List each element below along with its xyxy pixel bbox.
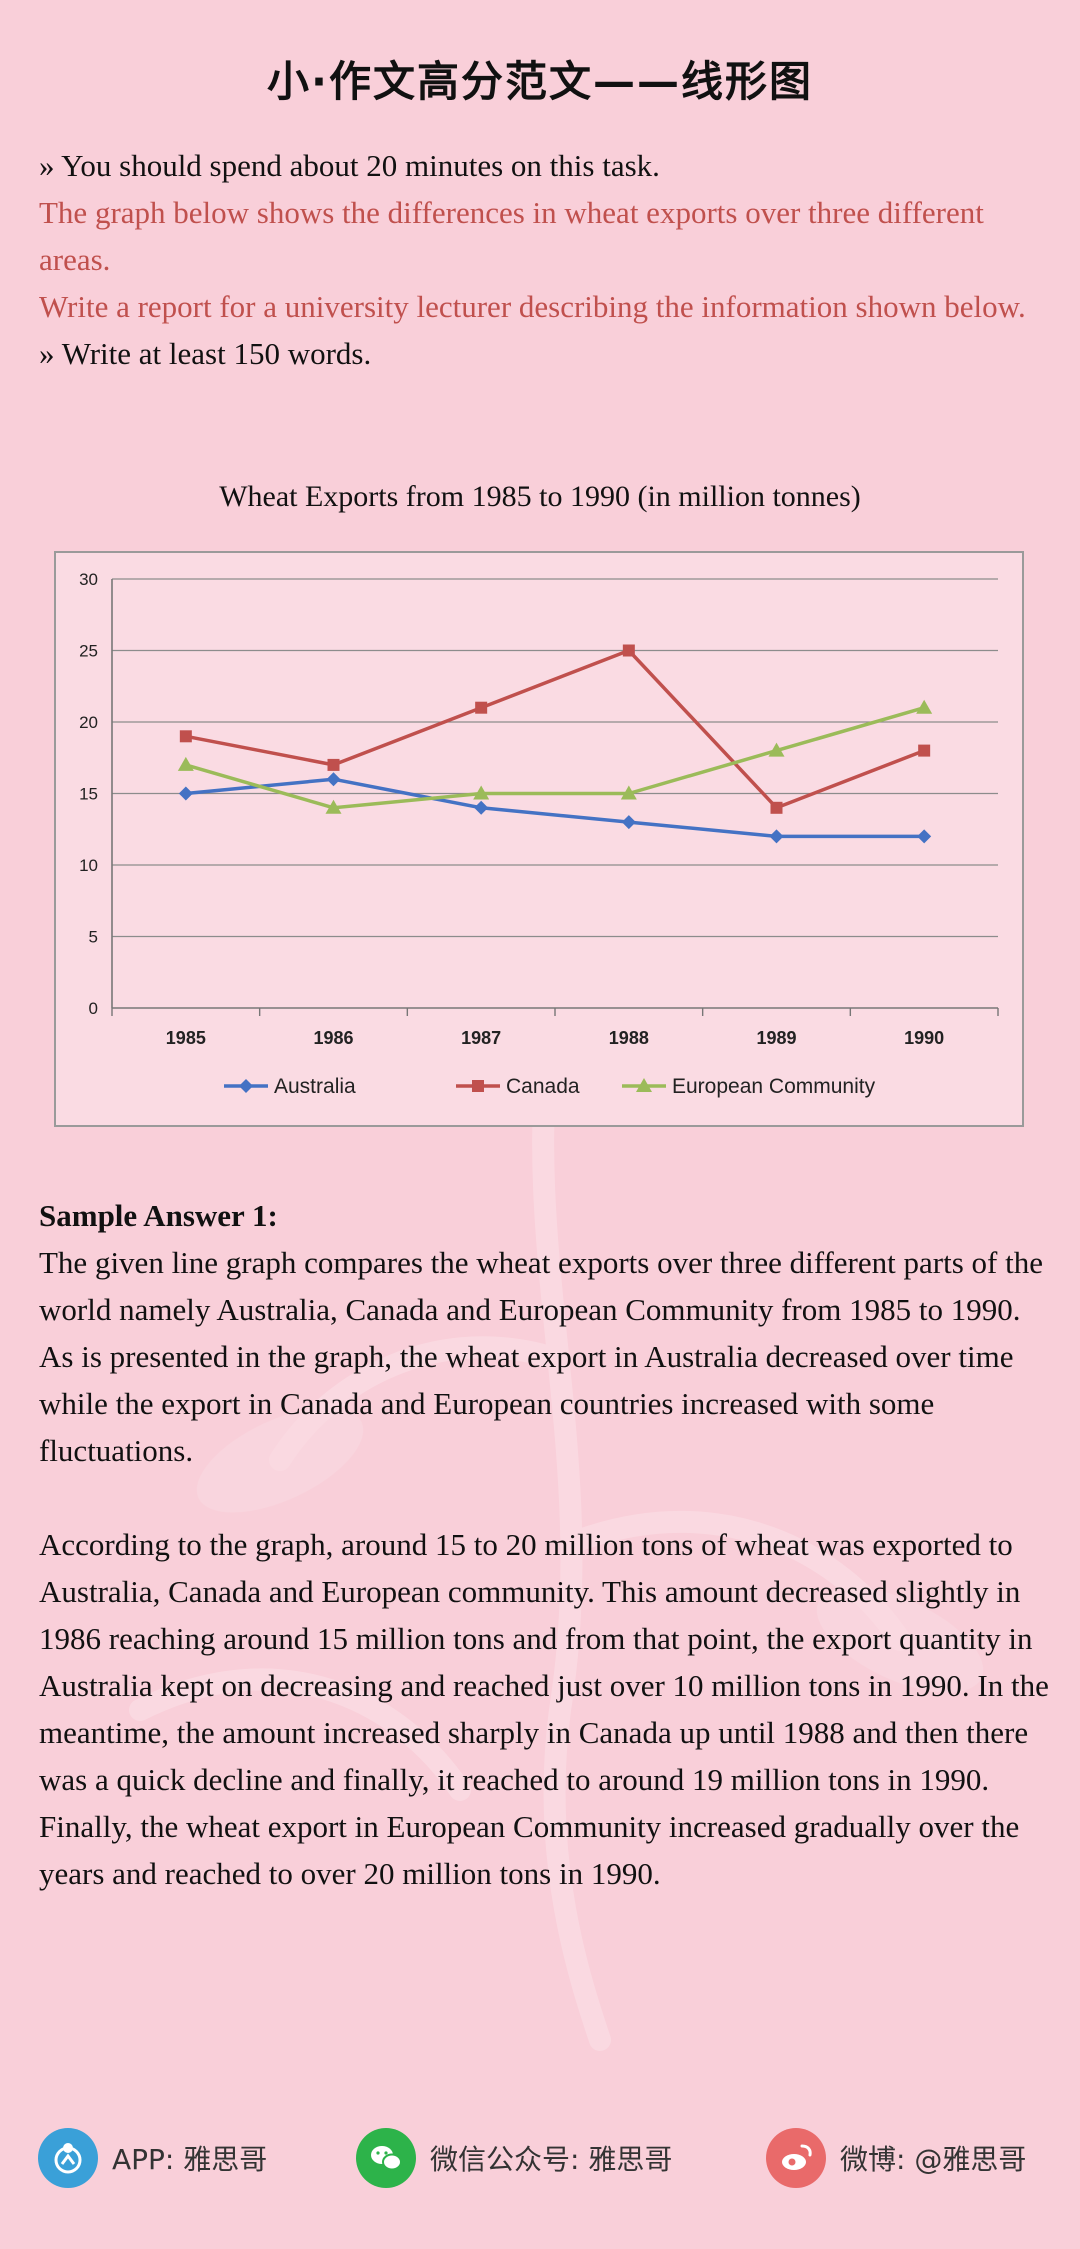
data-point-australia (769, 829, 784, 844)
x-tick-label: 1989 (756, 1028, 796, 1048)
data-point-canada (179, 730, 192, 743)
data-point-australia (621, 815, 636, 830)
data-point-european-community (325, 799, 342, 814)
legend-marker-canada (472, 1080, 484, 1092)
chart-title: Wheat Exports from 1985 to 1990 (in mill… (219, 480, 861, 513)
y-tick-label: 25 (79, 642, 98, 661)
task-description: The graph below shows the differences in… (39, 195, 984, 277)
data-point-european-community (177, 756, 194, 771)
answer-heading: Sample Answer 1: (39, 1198, 278, 1233)
wechat-icon (356, 2128, 416, 2188)
word-count-instruction: » Write at least 150 words. (39, 336, 372, 371)
answer-paragraph-2: According to the graph, around 15 to 20 … (39, 1527, 1049, 1891)
series-line-european-community (185, 706, 925, 810)
time-instruction: » You should spend about 20 minutes on t… (39, 148, 660, 183)
data-point-australia (178, 786, 193, 801)
legend-marker-australia (239, 1079, 253, 1093)
data-point-canada (770, 801, 783, 814)
chart-canvas: 0 5 10 15 20 25 30 1985 1986 1987 1988 1989 1990 Aust… (79, 570, 999, 1098)
x-tick-label: 1987 (461, 1028, 501, 1048)
x-tick-label: 1990 (904, 1028, 944, 1048)
answer-paragraph-1: The given line graph compares the wheat … (39, 1245, 1043, 1468)
data-point-canada (622, 644, 635, 657)
data-point-canada (918, 744, 931, 757)
y-tick-label: 30 (79, 570, 98, 589)
footer-app[interactable]: APP: 雅思哥 (38, 2126, 267, 2190)
task-instruction: Write a report for a university lecturer… (39, 289, 1026, 324)
y-tick-label: 10 (79, 856, 98, 875)
data-point-european-community (620, 785, 637, 800)
series-line-canada (185, 648, 925, 810)
data-point-european-community (473, 785, 490, 800)
data-point-australia (326, 772, 341, 787)
y-tick-label: 15 (79, 785, 98, 804)
legend-label-canada: Canada (506, 1075, 580, 1098)
y-tick-label: 20 (79, 713, 98, 732)
data-point-canada (475, 701, 488, 714)
task-prompt: » You should spend about 20 minutes on t… (39, 142, 1049, 377)
legend-label-european-community: European Community (672, 1075, 876, 1098)
footer: APP: 雅思哥 微信公众号: 雅思哥 微博: @雅思哥 (0, 2126, 1080, 2196)
series-line-australia (185, 777, 925, 839)
legend-label-australia: Australia (274, 1075, 356, 1098)
weibo-icon (766, 2128, 826, 2188)
footer-weibo[interactable]: 微博: @雅思哥 (766, 2126, 1026, 2190)
footer-wechat[interactable]: 微信公众号: 雅思哥 (356, 2126, 672, 2190)
app-logo-icon (38, 2128, 98, 2188)
sample-answer: Sample Answer 1: The given line graph co… (39, 1192, 1049, 1897)
data-point-canada (327, 758, 340, 771)
page-title: 小·作文高分范文——线形图 (267, 57, 813, 106)
data-point-european-community (768, 742, 785, 757)
footer-wechat-label: 微信公众号: 雅思哥 (430, 2143, 673, 2176)
data-point-european-community (916, 699, 933, 714)
line-chart: 0 5 10 15 20 25 30 1985 1986 1987 1988 1989 1990 Aust… (54, 551, 1024, 1127)
data-point-australia (474, 800, 489, 815)
y-tick-label: 0 (89, 999, 98, 1018)
data-point-australia (917, 829, 932, 844)
footer-weibo-label: 微博: @雅思哥 (840, 2143, 1027, 2176)
x-tick-label: 1985 (166, 1028, 206, 1048)
x-tick-label: 1986 (313, 1028, 353, 1048)
footer-app-label: APP: 雅思哥 (112, 2143, 268, 2176)
legend-marker-european-community (636, 1078, 652, 1092)
y-tick-label: 5 (89, 928, 98, 947)
x-tick-label: 1988 (609, 1028, 649, 1048)
